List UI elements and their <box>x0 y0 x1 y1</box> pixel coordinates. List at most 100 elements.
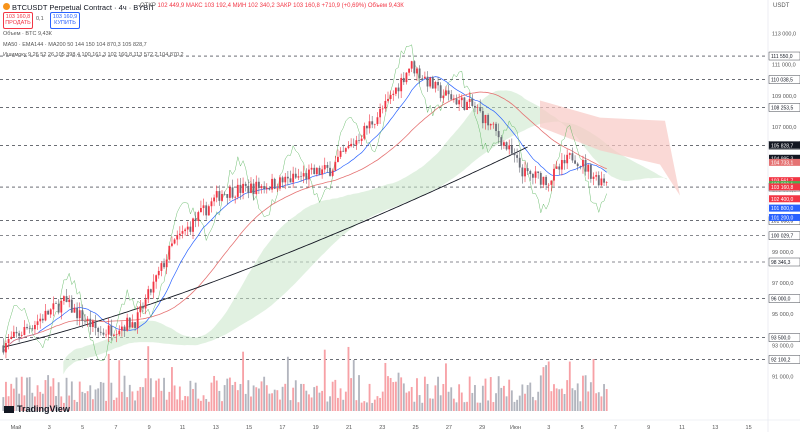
time-tick-label: 25 <box>413 425 419 431</box>
volume-bar <box>62 402 65 411</box>
candle-body <box>279 177 281 189</box>
volume-bar <box>126 397 129 411</box>
price-tag-label: 103 160,8 <box>771 185 793 191</box>
candle-body <box>308 169 310 180</box>
level-tag <box>768 333 800 342</box>
candles <box>2 60 608 359</box>
volume-bar <box>171 367 173 411</box>
volume-bar <box>31 392 34 411</box>
volume-bar <box>510 390 513 411</box>
volume-bar <box>250 396 252 411</box>
candle-body <box>89 318 92 327</box>
volume-bar <box>302 383 305 411</box>
candle-body <box>292 173 295 183</box>
volume-bar <box>321 390 324 411</box>
volume-bar <box>52 378 55 411</box>
volume-bar <box>131 391 134 411</box>
candle-body <box>400 77 403 92</box>
candle-body <box>510 145 513 154</box>
volume-bar <box>363 401 366 411</box>
tradingview-icon <box>4 406 14 414</box>
candle-body <box>587 164 590 172</box>
candle-body <box>337 156 339 162</box>
volume-bar <box>326 401 329 411</box>
candle-body <box>474 105 476 108</box>
volume-legend[interactable]: Объем · BTC 9,43К <box>3 31 52 37</box>
price-tag-label: 101 800,0 <box>771 206 793 212</box>
candle-body <box>181 231 184 234</box>
ichimoku-legend[interactable]: Ишимоку 9 26 52 26 105 398,4 100 161,3 1… <box>3 52 184 58</box>
volume-bar <box>55 396 57 411</box>
volume-bar <box>260 381 263 411</box>
candle-body <box>65 296 68 303</box>
candle-body <box>487 114 490 126</box>
candle-body <box>334 161 337 171</box>
volume-bar <box>521 384 524 411</box>
volume-bar <box>313 387 316 411</box>
volume-bar <box>263 376 266 411</box>
candle-body <box>7 339 10 344</box>
volume-bar <box>20 376 23 411</box>
candle-body <box>466 101 468 110</box>
volume-bar <box>460 392 463 411</box>
volume-bar <box>255 387 258 411</box>
candle-body <box>421 78 424 79</box>
candle-body <box>178 233 181 236</box>
candle-body <box>350 143 353 147</box>
candle-body <box>286 176 289 179</box>
volume-bar <box>458 384 461 411</box>
candle-body <box>47 310 50 315</box>
volume-bar <box>468 376 471 411</box>
volume-bar <box>350 378 353 411</box>
volume-bar <box>231 385 234 411</box>
candle-body <box>99 331 102 333</box>
volume-bar <box>605 389 608 411</box>
price-tick-label: 99 000,0 <box>772 250 793 256</box>
candle-body <box>439 85 442 99</box>
time-tick-label: 15 <box>246 425 252 431</box>
volume-bar <box>484 378 487 411</box>
candle-body <box>242 183 245 193</box>
volume-bar <box>10 383 13 411</box>
candle-body <box>579 166 582 167</box>
time-tick-label: 5 <box>81 425 84 431</box>
candle-body <box>110 325 113 336</box>
buy-button[interactable]: 103 160,9 КУПИТЬ <box>50 12 80 29</box>
candle-body <box>284 176 287 183</box>
candle-body <box>563 160 566 164</box>
volume-bar <box>273 389 276 411</box>
sell-button[interactable]: 103 160,8 ПРОДАТЬ <box>3 12 33 29</box>
candle-body <box>142 306 144 309</box>
tradingview-logo[interactable]: TradingView <box>4 404 70 414</box>
volume-bar <box>595 393 598 411</box>
volume-bar <box>315 385 318 411</box>
price-tag <box>769 183 800 191</box>
candle-body <box>94 320 97 329</box>
volume-bar <box>592 359 595 411</box>
volume-bar <box>384 362 387 411</box>
volume-bar <box>228 377 231 411</box>
candle-body <box>126 317 129 331</box>
candle-body <box>373 124 376 125</box>
volume-bar <box>553 384 555 411</box>
candle-body <box>149 289 152 293</box>
volume-bar <box>226 378 229 411</box>
volume-bar <box>44 380 47 411</box>
candle-body <box>492 123 495 125</box>
time-tick-label: 13 <box>213 425 219 431</box>
candle-body <box>518 157 521 168</box>
candle-body <box>205 205 208 216</box>
candle-body <box>192 218 194 232</box>
candle-body <box>500 137 503 146</box>
candle-body <box>595 175 598 177</box>
symbol-title[interactable]: BTCUSDT Perpetual Contract · 4ч · BYBIT <box>12 3 155 12</box>
volume-bar <box>152 397 155 411</box>
volume-bar <box>160 390 163 411</box>
candle-body <box>468 98 471 102</box>
ma-legend[interactable]: MA50 · EMA144 · MA200 50 144 150 104 870… <box>3 42 147 48</box>
candle-body <box>97 328 100 332</box>
volume-bar <box>405 392 408 411</box>
volume-bar <box>234 381 237 411</box>
candle-body <box>344 148 347 152</box>
